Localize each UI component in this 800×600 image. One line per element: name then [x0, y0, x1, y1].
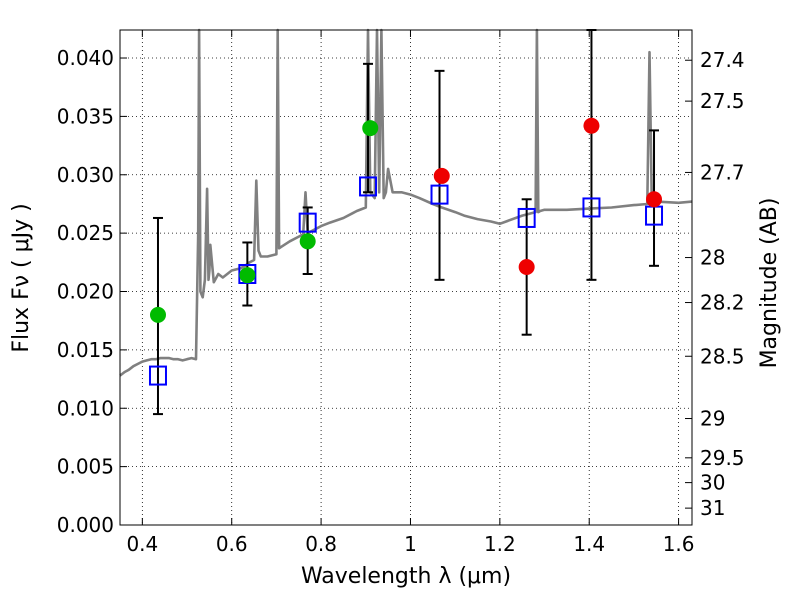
- x-tick-label: 1.4: [573, 532, 605, 556]
- y2-tick-label: 27.7: [700, 160, 745, 184]
- y-tick-label: 0.015: [57, 338, 114, 362]
- y2-tick-label: 29: [700, 407, 725, 431]
- y-tick-label: 0.035: [57, 104, 114, 128]
- x-tick-label: 0.6: [216, 532, 248, 556]
- x-tick-label: 0.4: [126, 532, 158, 556]
- x-tick-label: 1.2: [484, 532, 516, 556]
- y2-tick-label: 29.5: [700, 446, 745, 470]
- y-tick-label: 0.030: [57, 163, 114, 187]
- y-tick-label: 0.040: [57, 46, 114, 70]
- observed-point-red: [646, 191, 663, 208]
- y-axis-label: Flux Fν ( μJy ): [9, 203, 34, 352]
- y2-tick-label: 27.4: [700, 48, 745, 72]
- y2-tick-label: 28.5: [700, 344, 745, 368]
- y-tick-labels: 0.000 0.005 0.010 0.015 0.020 0.025 0.030 0.035…: [57, 46, 114, 537]
- observed-point-red: [583, 117, 600, 134]
- model-spectrum: [119, 28, 693, 377]
- observed-point-green: [239, 267, 256, 284]
- y-tick-label: 0.005: [57, 455, 114, 479]
- observed-point-red: [433, 167, 450, 184]
- model-photometry-square: [517, 207, 536, 228]
- model-photometry-square: [359, 176, 378, 197]
- y2-tick-label: 31: [700, 496, 725, 520]
- y2-tick-label: 28.2: [700, 291, 745, 315]
- model-photometry-square: [582, 197, 601, 218]
- y-tick-label: 0.000: [57, 513, 114, 537]
- y-tick-label: 0.020: [57, 280, 114, 304]
- model-photometry-square: [148, 365, 167, 386]
- y2-tick-label: 28: [700, 246, 725, 270]
- y2-axis-label: Magnitude (AB): [757, 198, 782, 369]
- model-photometry-square: [298, 212, 317, 233]
- plot-frame: [119, 29, 693, 526]
- model-photometry-squares: [148, 176, 664, 386]
- x-tick-labels: 0.4 0.6 0.8 1 1.2 1.4 1.6: [126, 532, 694, 556]
- y-tick-label: 0.010: [57, 396, 114, 420]
- observed-point-green: [149, 306, 166, 323]
- observed-photometry-points: [149, 117, 663, 323]
- x-tick-label: 1.6: [663, 532, 695, 556]
- y2-tick-label: 30: [700, 471, 725, 495]
- x-tick-label: 0.8: [305, 532, 337, 556]
- model-spectrum-line: [119, 28, 693, 377]
- x-axis-label: Wavelength λ (μm): [301, 564, 511, 589]
- x-tick-label: 1: [404, 532, 417, 556]
- y2-tick-label: 27.5: [700, 89, 745, 113]
- error-bars: [152, 29, 660, 416]
- axis-ticks: [120, 30, 692, 526]
- observed-point-green: [299, 233, 316, 250]
- observed-point-green: [362, 120, 379, 137]
- y-tick-label: 0.025: [57, 221, 114, 245]
- model-photometry-square: [430, 184, 449, 205]
- observed-point-red: [518, 258, 535, 275]
